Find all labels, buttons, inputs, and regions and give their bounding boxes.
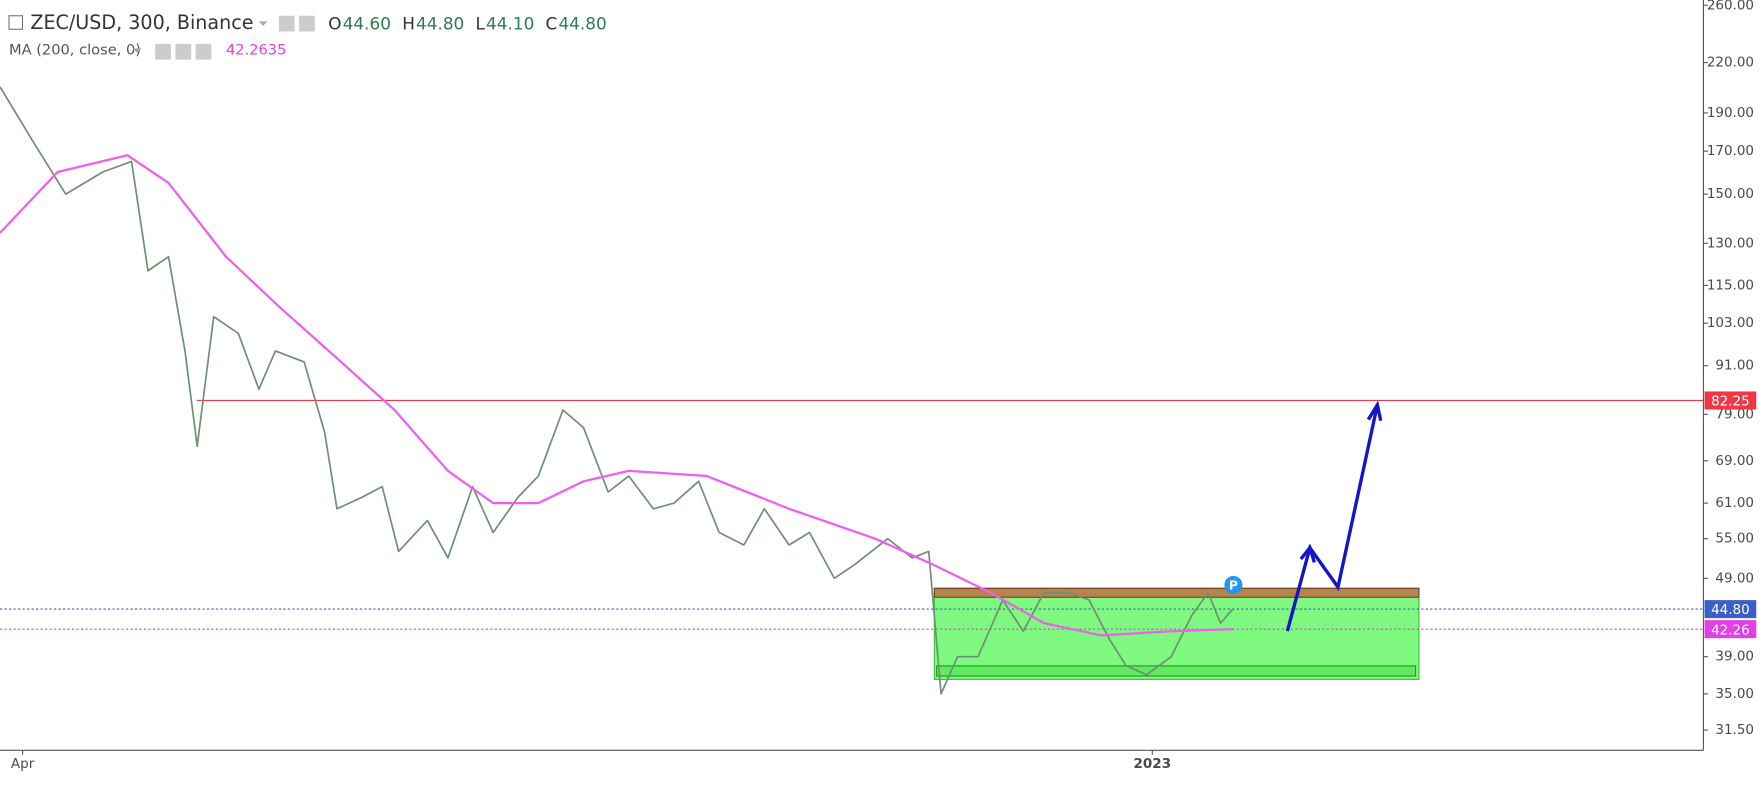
collapse-icon[interactable] <box>8 15 24 30</box>
ohlc-value: 44.60 <box>343 14 391 34</box>
price-label: 82.25 <box>1711 394 1750 410</box>
ohlc-key: C <box>546 14 558 34</box>
y-tick-label: 31.50 <box>1715 722 1754 738</box>
price-label-bg <box>1704 620 1757 639</box>
marker-label: P <box>1229 579 1238 593</box>
ohlc-value: 44.10 <box>486 14 534 34</box>
ohlc-key: O <box>328 14 341 34</box>
projection-path <box>1285 404 1379 632</box>
ohlc-value: 44.80 <box>416 14 464 34</box>
dropdown-icon[interactable] <box>132 48 142 53</box>
icon[interactable] <box>195 43 212 60</box>
support-band <box>936 665 1417 677</box>
projection-arrows <box>1285 400 1383 632</box>
ohlc-key: L <box>476 14 486 34</box>
price-label: 44.80 <box>1711 602 1750 618</box>
symbol-title: ZEC/USD, 300, Binance <box>30 11 253 34</box>
y-tick-label: 103.00 <box>1707 315 1754 331</box>
x-tick-label: Apr <box>11 756 35 772</box>
y-tick-label: 170.00 <box>1707 143 1754 159</box>
support-zone <box>933 587 1420 680</box>
price-label: 42.26 <box>1711 622 1750 638</box>
ohlc-key: H <box>402 14 415 34</box>
ma-line <box>0 154 1233 637</box>
price-label-bg <box>1704 600 1757 619</box>
plot-area <box>0 86 1704 695</box>
y-tick-label: 115.00 <box>1707 277 1754 293</box>
ohlc-value: 44.80 <box>558 14 606 34</box>
y-tick-label: 91.00 <box>1715 358 1754 374</box>
arrow-head <box>1366 400 1383 422</box>
y-tick-label: 220.00 <box>1707 55 1754 71</box>
x-tick-label: 2023 <box>1134 756 1172 772</box>
arrow-head <box>1299 544 1316 563</box>
ohlc-values: O 44.60 H 44.80 L 44.10 C 44.80 <box>328 14 606 34</box>
y-tick-label: 49.00 <box>1715 570 1754 586</box>
y-tick-label: 39.00 <box>1715 649 1754 665</box>
y-tick-label: 79.00 <box>1715 406 1754 422</box>
icon[interactable] <box>278 15 295 32</box>
y-tick-label: 190.00 <box>1707 105 1754 121</box>
y-tick-label: 61.00 <box>1715 495 1754 511</box>
icon[interactable] <box>299 15 315 32</box>
marker[interactable] <box>1224 575 1243 594</box>
indicator-name: MA (200, close, 0) <box>9 42 141 59</box>
icon[interactable] <box>155 43 171 60</box>
y-tick-label: 69.00 <box>1715 453 1754 469</box>
y-tick-label: 260.00 <box>1707 0 1754 13</box>
y-tick-label: 150.00 <box>1707 186 1754 202</box>
price-line-series <box>0 86 1234 695</box>
resistance-band <box>933 587 1420 598</box>
price-label-bg <box>1704 391 1757 410</box>
icon[interactable] <box>175 43 192 60</box>
dropdown-icon[interactable] <box>258 21 268 26</box>
y-tick-label: 55.00 <box>1715 531 1754 547</box>
y-tick-label: 35.00 <box>1715 686 1754 702</box>
indicator-value: 42.2635 <box>226 42 286 59</box>
y-tick-label: 130.00 <box>1707 235 1754 251</box>
